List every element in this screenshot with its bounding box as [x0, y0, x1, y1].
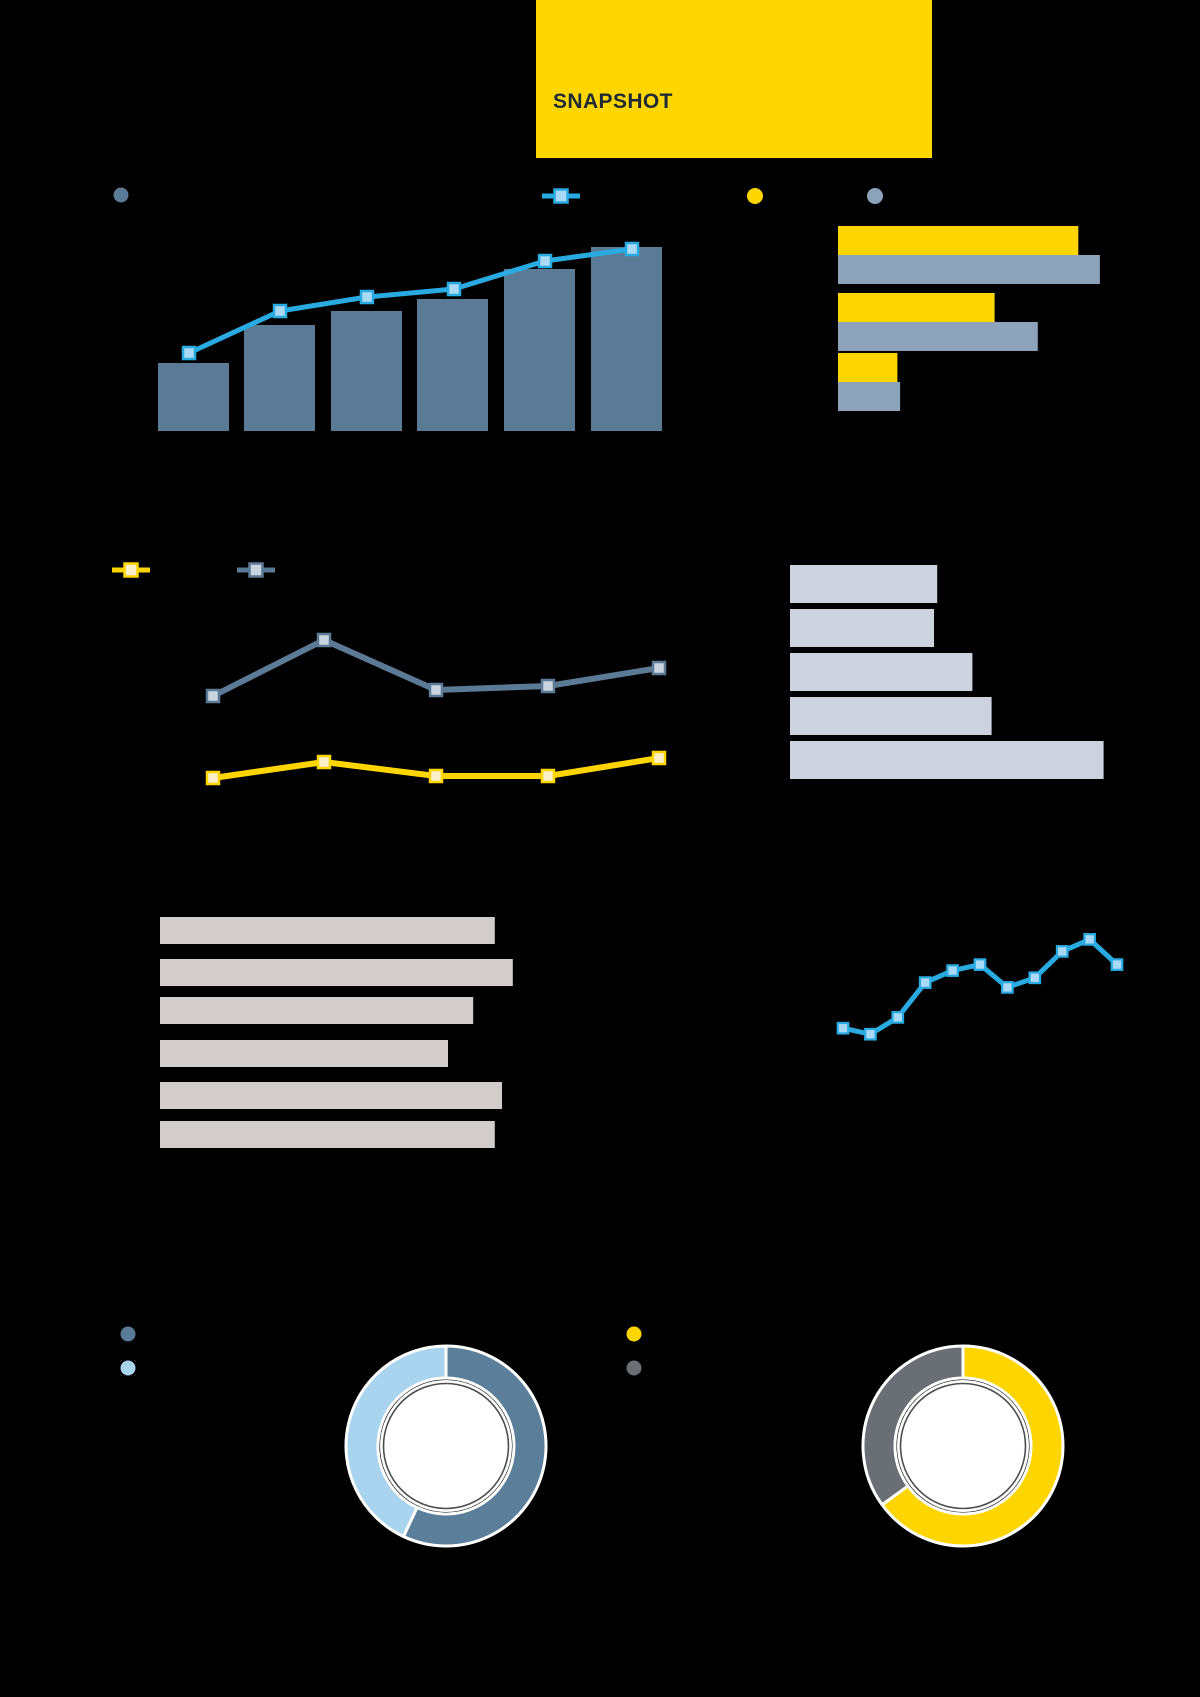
trend-line-path	[187, 246, 633, 356]
bar	[158, 363, 229, 431]
donut-slice	[344, 1344, 448, 1538]
yellow-line-point	[651, 750, 667, 766]
hbar	[790, 609, 934, 647]
trend-point	[891, 1011, 905, 1024]
trend-point	[537, 253, 553, 269]
donut-inner-ring	[899, 1382, 1027, 1510]
donut-slice	[880, 1344, 1065, 1548]
legend-line-marker	[123, 562, 139, 578]
hbar	[160, 1040, 448, 1067]
trend-point	[181, 345, 197, 361]
legend-dot-top	[626, 1326, 642, 1342]
hbar-yellow	[838, 353, 898, 382]
bar	[331, 311, 402, 431]
hbar	[160, 1082, 502, 1109]
trend-point	[1028, 971, 1042, 985]
yellow-line-point	[205, 770, 221, 786]
slate-line-point	[316, 632, 332, 648]
legend-line-marker	[248, 562, 264, 578]
slate-line-point	[428, 682, 444, 698]
hbar	[160, 959, 513, 986]
yellow-line-point	[316, 754, 332, 770]
bar	[417, 299, 488, 431]
chart-hbar-light	[790, 565, 1104, 779]
chart-grouped-hbar	[747, 188, 1100, 411]
trend-path	[842, 936, 1119, 1037]
trend-point	[359, 289, 375, 305]
chart-donut-left	[120, 1326, 548, 1548]
yellow-line-point	[428, 768, 444, 784]
hbar	[790, 697, 992, 735]
legend-line-marker	[553, 188, 569, 204]
yellow-line-point	[540, 768, 556, 784]
donut-hole	[380, 1380, 512, 1512]
donut-inner-ring	[382, 1382, 510, 1510]
trend-point	[946, 964, 959, 977]
donut-hole	[897, 1380, 1029, 1512]
donut-slice	[401, 1344, 548, 1548]
hbar-yellow	[838, 293, 995, 322]
trend-point	[918, 976, 932, 989]
trend-point	[1110, 958, 1124, 971]
hbar	[790, 653, 973, 691]
slate-line-point	[651, 660, 667, 676]
trend-point	[624, 241, 640, 257]
bar	[591, 247, 662, 431]
hbar	[790, 565, 938, 603]
hbar-yellow	[838, 226, 1079, 255]
hbar	[160, 917, 495, 944]
legend-dot-gray	[867, 188, 883, 204]
donut-slice	[861, 1344, 965, 1507]
legend-dot-bars	[113, 187, 129, 203]
chart-bars-with-trend	[113, 187, 662, 431]
slate-line-point	[205, 688, 221, 704]
legend-dot-yellow	[747, 188, 763, 204]
trend-point	[836, 1021, 850, 1035]
chart-hbar-beige	[160, 917, 513, 1148]
bar	[244, 325, 315, 431]
hbar-gray	[838, 255, 1100, 284]
chart-donut-right	[626, 1326, 1065, 1548]
snapshot-banner-label: SNAPSHOT	[553, 90, 673, 113]
legend-dot-bottom	[120, 1360, 136, 1376]
chart-trend-line	[836, 933, 1124, 1041]
hbar-gray	[838, 382, 901, 411]
chart-dual-line	[112, 562, 667, 786]
slate-line-point	[540, 678, 556, 694]
hbar	[790, 741, 1104, 779]
hbar-gray	[838, 322, 1038, 351]
legend-dot-bottom	[626, 1360, 642, 1376]
bar	[504, 269, 575, 431]
trend-point	[272, 303, 288, 319]
trend-point	[864, 1027, 877, 1041]
trend-point	[973, 958, 987, 971]
trend-point	[1001, 981, 1014, 994]
legend-dot-top	[120, 1326, 136, 1342]
hbar	[160, 1121, 495, 1148]
hbar	[160, 997, 474, 1024]
trend-point	[1083, 933, 1096, 946]
snapshot-banner: SNAPSHOT	[536, 0, 932, 158]
trend-point	[1055, 945, 1069, 958]
trend-point	[446, 281, 462, 297]
